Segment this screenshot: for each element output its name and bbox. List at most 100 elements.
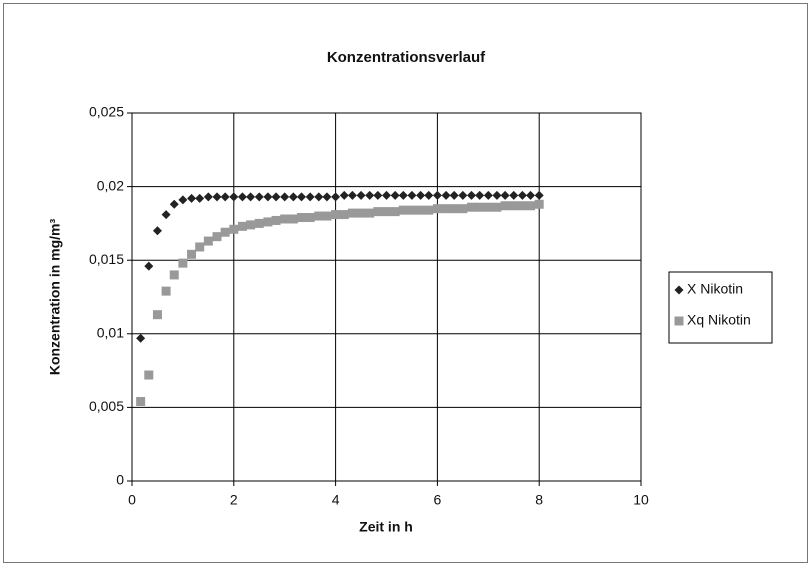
marker-square (458, 204, 468, 214)
marker-diamond (220, 192, 230, 202)
marker-diamond (229, 192, 239, 202)
marker-square (280, 214, 290, 224)
marker-diamond (296, 192, 306, 202)
marker-square (144, 370, 154, 380)
marker-diamond (280, 192, 290, 202)
marker-diamond (526, 190, 536, 200)
marker-square (203, 236, 213, 246)
marker-diamond (382, 190, 391, 200)
marker-square (212, 232, 222, 242)
marker-square (365, 208, 375, 218)
x-tick-label: 10 (633, 492, 649, 508)
marker-square (331, 210, 341, 220)
marker-diamond (144, 261, 154, 271)
marker-diamond (195, 193, 205, 203)
marker-diamond (203, 192, 213, 202)
marker-square (517, 201, 527, 211)
legend-box (668, 271, 773, 344)
marker-diamond (347, 190, 357, 200)
marker-diamond (314, 192, 324, 202)
marker-square (161, 286, 171, 296)
marker-diamond (373, 190, 383, 200)
x-tick-label: 6 (434, 492, 442, 508)
marker-square (347, 208, 357, 218)
marker-diamond (475, 190, 485, 200)
chart-title: Konzentrationsverlauf (327, 49, 486, 66)
marker-diamond (674, 285, 684, 295)
marker-square (674, 316, 684, 326)
marker-diamond (254, 192, 264, 202)
marker-diamond (365, 190, 375, 200)
marker-square (483, 202, 493, 212)
y-tick-label: 0,025 (89, 104, 124, 120)
marker-diamond (492, 190, 502, 200)
marker-diamond (169, 199, 179, 209)
marker-square (229, 224, 239, 234)
marker-square (195, 242, 205, 252)
marker-square (263, 217, 273, 227)
marker-square (237, 221, 247, 231)
marker-diamond (441, 190, 451, 200)
marker-square (373, 207, 383, 217)
x-tick-label: 0 (128, 492, 136, 508)
marker-square (449, 204, 459, 214)
y-tick-label: 0,02 (97, 177, 124, 193)
marker-square (398, 205, 408, 215)
marker-square (467, 202, 477, 212)
marker-diamond (178, 195, 188, 205)
marker-square (526, 201, 536, 211)
marker-diamond (237, 192, 247, 202)
marker-diamond (271, 192, 281, 202)
marker-square (339, 210, 349, 220)
marker-diamond (305, 192, 315, 202)
marker-diamond (136, 333, 146, 343)
marker-diamond (152, 226, 162, 236)
marker-square (475, 202, 485, 212)
marker-square (534, 199, 544, 209)
marker-diamond (449, 190, 459, 200)
y-tick-label: 0,015 (89, 251, 124, 267)
marker-square (356, 208, 366, 218)
marker-diamond (500, 190, 510, 200)
marker-diamond (424, 190, 434, 200)
y-tick-label: 0,005 (89, 398, 124, 414)
x-tick-label: 4 (332, 492, 340, 508)
marker-square (314, 211, 324, 221)
marker-diamond (432, 190, 442, 200)
x-tick-label: 2 (230, 492, 238, 508)
marker-diamond (212, 192, 222, 202)
marker-diamond (390, 190, 400, 200)
marker-square (441, 204, 451, 214)
marker-diamond (288, 192, 298, 202)
marker-square (509, 201, 519, 211)
x-tick-label: 8 (535, 492, 543, 508)
marker-diamond (483, 190, 493, 200)
marker-diamond (407, 190, 417, 200)
legend-label: X Nikotin (687, 281, 743, 297)
marker-diamond (246, 192, 256, 202)
marker-square (288, 214, 298, 224)
marker-square (169, 270, 179, 280)
marker-square (432, 204, 442, 214)
marker-square (382, 207, 391, 217)
marker-diamond (534, 190, 544, 200)
marker-diamond (187, 193, 197, 203)
marker-square (246, 220, 256, 230)
marker-square (390, 207, 400, 217)
marker-square (178, 258, 188, 268)
marker-diamond (458, 190, 468, 200)
marker-diamond (322, 192, 332, 202)
marker-square (500, 201, 510, 211)
y-tick-label: 0 (116, 472, 124, 488)
legend-label: Xq Nikotin (687, 312, 751, 328)
plot-area (131, 112, 642, 482)
marker-diamond (509, 190, 519, 200)
marker-diamond (467, 190, 477, 200)
marker-square (152, 310, 162, 320)
marker-square (322, 211, 332, 221)
marker-square (220, 227, 230, 237)
marker-diamond (339, 190, 349, 200)
marker-square (492, 202, 502, 212)
